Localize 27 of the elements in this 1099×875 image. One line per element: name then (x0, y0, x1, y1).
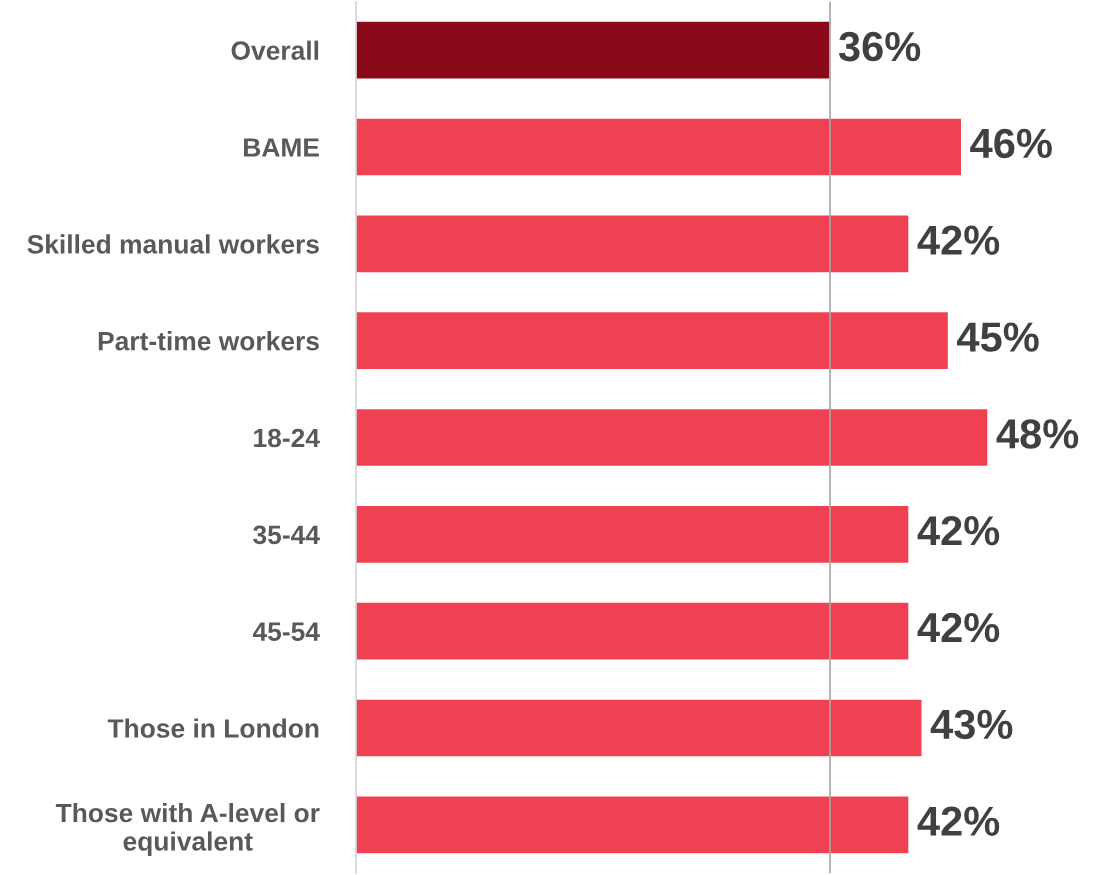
y-tick-label: BAME (244, 138, 319, 157)
data-label: 36% (838, 31, 921, 62)
data-label: 42% (917, 516, 1000, 546)
y-tick-label: Those in London (107, 718, 319, 738)
bar (356, 698, 923, 758)
bar (356, 310, 950, 371)
y-tick-label: 45-54 (252, 622, 320, 641)
y-tick-label: 18-24 (254, 428, 320, 448)
data-label: 46% (970, 128, 1052, 159)
bar (356, 504, 910, 565)
bar (356, 407, 989, 468)
data-label: 45% (957, 322, 1039, 352)
data-label: 42% (917, 225, 1000, 255)
bar (356, 601, 910, 661)
bar (356, 214, 910, 274)
data-label: 43% (930, 709, 1013, 740)
y-tick-label: 35-44 (253, 525, 320, 545)
y-tick-label: Skilled manual workers (27, 234, 319, 254)
y-tick-label: Part-time workers (98, 331, 319, 351)
bar (356, 20, 831, 80)
data-label: 48% (996, 419, 1079, 449)
data-label: 42% (917, 806, 1000, 836)
data-label: 42% (917, 612, 1000, 643)
bar (356, 117, 963, 177)
y-tick-label: Those with A-level or equivalent (55, 802, 320, 856)
y-tick-label: Overall (231, 40, 319, 60)
bar (356, 795, 910, 855)
